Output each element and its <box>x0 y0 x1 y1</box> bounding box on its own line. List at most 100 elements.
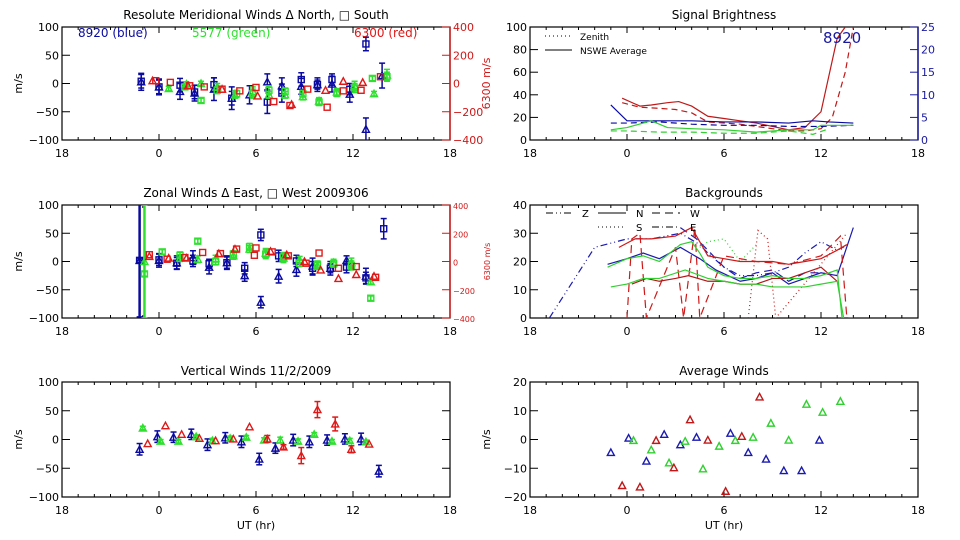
square-marker <box>362 40 370 48</box>
x-tick-label: 18 <box>523 147 537 160</box>
plot-frame <box>529 381 919 498</box>
square-marker <box>252 83 260 92</box>
y-axis-label: m/s <box>12 429 25 449</box>
triangle-marker <box>299 256 310 266</box>
plot-frame <box>61 204 451 319</box>
triangle-marker <box>835 396 846 405</box>
triangle-marker <box>651 435 661 445</box>
series-line-red-w <box>626 227 854 318</box>
series-line-red-s <box>747 229 848 318</box>
y-tick-label: 100 <box>38 376 59 389</box>
triangle-marker <box>322 435 332 444</box>
y-tick-label: 100 <box>38 21 59 34</box>
square-marker <box>352 262 360 271</box>
triangle-marker <box>210 435 221 445</box>
plot-frame <box>61 26 451 141</box>
triangle-marker <box>685 414 695 424</box>
y2-tick-label: −400 <box>453 134 483 147</box>
square-marker <box>140 270 149 278</box>
series-layer <box>548 226 854 318</box>
square-marker <box>380 225 388 233</box>
square-marker <box>240 264 249 272</box>
series-line-6300-zenith <box>622 27 854 132</box>
triangle-marker <box>779 465 789 475</box>
legend: Z N W S E <box>546 209 700 234</box>
x-tick-label: 12 <box>346 504 360 517</box>
triangle-marker <box>346 444 357 453</box>
series-6300 <box>143 400 374 465</box>
triangle-marker <box>635 481 645 491</box>
y2-tick-label: 0 <box>453 259 458 268</box>
series-line-blue-w <box>680 227 838 282</box>
triangle-marker <box>293 436 303 445</box>
triangle-marker <box>358 77 368 87</box>
triangle-marker <box>228 250 239 260</box>
x-tick-label: 6 <box>253 147 260 160</box>
y-tick-label: 60 <box>513 66 527 79</box>
triangle-marker <box>262 76 272 86</box>
legend-label-s: S <box>636 223 642 234</box>
triangle-marker <box>345 89 355 98</box>
triangle-marker <box>796 465 807 475</box>
x-tick-label: 18 <box>911 504 925 517</box>
square-marker <box>186 82 194 90</box>
x-tick-label: 6 <box>253 325 260 338</box>
series-line-8920-nswe <box>610 104 854 124</box>
y-tick-label: −50 <box>36 106 59 119</box>
triangle-marker <box>338 76 348 85</box>
triangle-marker <box>273 271 284 280</box>
x-tick-label: 18 <box>55 147 69 160</box>
square-marker <box>250 251 259 259</box>
x-tick-label: 0 <box>156 504 163 517</box>
y-tick-label: 20 <box>513 111 527 124</box>
triangle-marker <box>737 431 747 441</box>
y-tick-label: 40 <box>513 89 527 102</box>
triangle-marker <box>176 429 187 439</box>
legend-nswe-label: NSWE Average <box>580 47 647 57</box>
x-tick-label: 18 <box>911 147 925 160</box>
x-tick-label: 12 <box>814 504 828 517</box>
square-marker <box>232 245 241 253</box>
series-8920 <box>606 428 825 475</box>
x-tick-label: 6 <box>721 147 728 160</box>
triangle-marker <box>703 435 713 444</box>
y-tick-label: 50 <box>45 405 59 418</box>
triangle-marker <box>340 433 350 443</box>
triangle-marker <box>304 436 315 446</box>
y-tick-label: 50 <box>45 49 59 62</box>
y-tick-label: −20 <box>504 491 527 504</box>
square-marker <box>334 264 343 272</box>
square-marker <box>279 253 288 261</box>
triangle-marker <box>366 276 376 286</box>
square-marker <box>362 274 370 282</box>
square-marker <box>367 294 375 302</box>
series-layer <box>136 36 392 140</box>
y-tick-label: 20 <box>513 376 527 389</box>
triangle-marker <box>374 466 384 475</box>
triangle-marker <box>138 423 148 432</box>
square-marker <box>200 83 208 91</box>
triangle-marker <box>291 264 302 274</box>
triangle-marker <box>143 438 153 448</box>
series-line-red-n <box>618 226 848 265</box>
y2-axis-label: 6300 m/s <box>483 243 492 281</box>
triangle-marker <box>814 435 825 444</box>
triangle-marker <box>254 454 264 463</box>
triangle-marker <box>164 83 174 93</box>
triangle-marker <box>275 435 285 444</box>
triangle-marker <box>754 391 765 401</box>
x-tick-label: 18 <box>443 504 457 517</box>
x-tick-label: 0 <box>156 325 163 338</box>
square-marker <box>236 87 244 95</box>
triangle-marker <box>664 457 674 467</box>
series-5577-west <box>140 237 375 302</box>
x-tick-label: 6 <box>253 504 260 517</box>
x-tick-label: 6 <box>721 325 728 338</box>
series-layer <box>134 205 388 318</box>
